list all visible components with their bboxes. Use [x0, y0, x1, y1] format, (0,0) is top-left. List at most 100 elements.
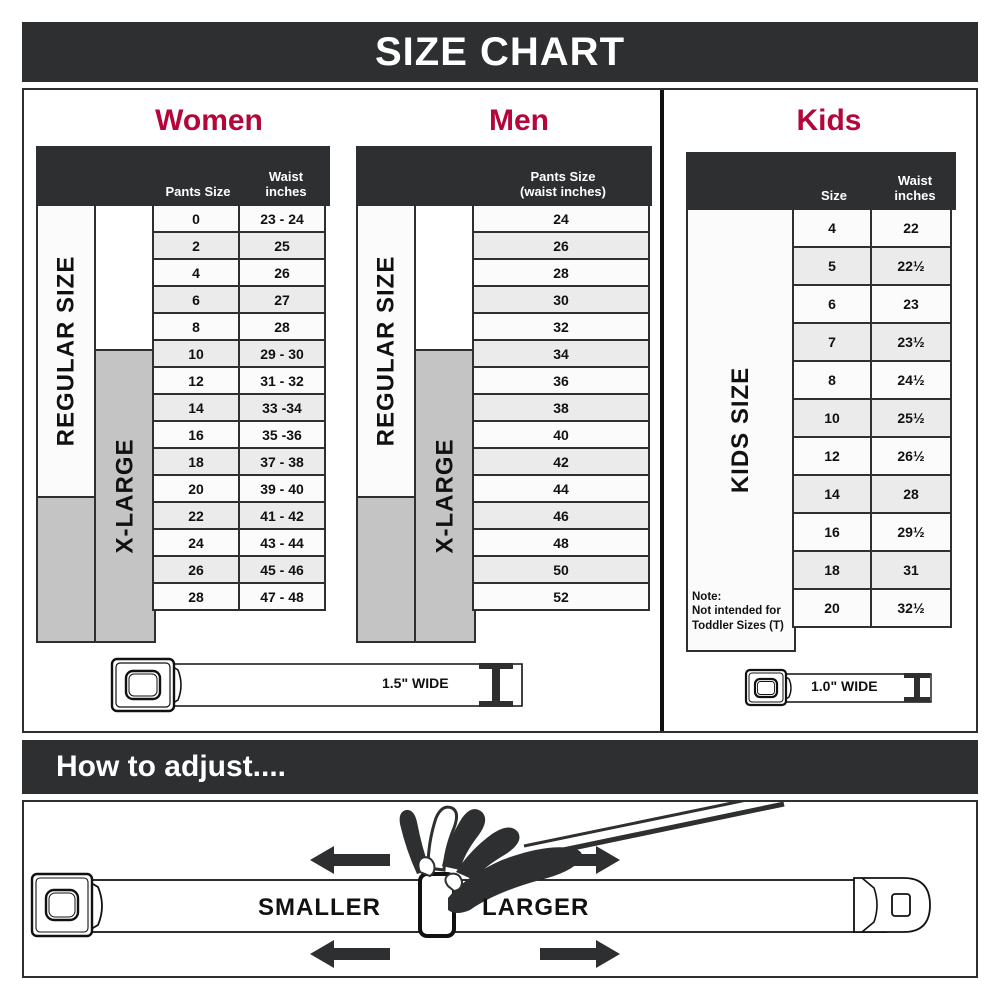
table-cell: 24: [152, 528, 240, 557]
kids-note-line: Note:: [692, 591, 722, 603]
table-header-row: Size Waist inches: [686, 152, 956, 210]
table-cell: 46: [472, 501, 650, 530]
title-bar: SIZE CHART: [22, 22, 978, 82]
table-row: 18 31: [792, 550, 956, 590]
table-cell: 7: [792, 322, 872, 362]
table-cell: 12: [152, 366, 240, 395]
vertical-label: REGULAR SIZE: [52, 255, 79, 447]
table-cell: 2: [152, 231, 240, 260]
table-cell: 44: [472, 474, 650, 503]
table-cell: 6: [152, 285, 240, 314]
table-row: 6 27: [152, 285, 330, 314]
section-heading-women: Women: [155, 104, 263, 137]
column-header-line: Pants Size: [165, 184, 231, 200]
table-row: 44: [472, 474, 652, 503]
column-header-line: Waist: [268, 169, 304, 185]
table-cell: 38: [472, 393, 650, 422]
table-cell: 23: [870, 284, 952, 324]
table-cell: 50: [472, 555, 650, 584]
table-cell: 31 - 32: [238, 366, 326, 395]
table-row: 46: [472, 501, 652, 530]
table-row: 20 32½: [792, 588, 956, 628]
table-header-row: Pants Size (waist inches): [356, 146, 652, 206]
table-cell: 28: [238, 312, 326, 341]
vertical-label: X-LARGE: [111, 438, 138, 554]
table-row: 42: [472, 447, 652, 476]
table-cell: 28: [152, 582, 240, 611]
kids-size-table: Size Waist inches 4 22 5 22½ 6 23 7 23½ 8 24½ 10 25½ 12…: [686, 152, 956, 652]
table-cell: 36: [472, 366, 650, 395]
table-row: 28 47 - 48: [152, 582, 330, 611]
table-row: 34: [472, 339, 652, 368]
table-cell: 14: [792, 474, 872, 514]
table-cell: 48: [472, 528, 650, 557]
column-header-line: Waist: [897, 173, 933, 189]
table-cell: 8: [792, 360, 872, 400]
table-cell: 37 - 38: [238, 447, 326, 476]
table-row: 12 26½: [792, 436, 956, 476]
how-to-adjust-heading: How to adjust....: [56, 750, 286, 783]
table-cell: 20: [152, 474, 240, 503]
women-xlarge-block: X-LARGE: [94, 349, 156, 643]
table-cell: 4: [792, 208, 872, 248]
table-cell: 8: [152, 312, 240, 341]
table-row: 48: [472, 528, 652, 557]
table-row: 38: [472, 393, 652, 422]
table-cell: 23 - 24: [238, 204, 326, 233]
table-row: 26: [472, 231, 652, 260]
column-header-line: inches: [894, 188, 936, 204]
table-row: 26 45 - 46: [152, 555, 330, 584]
column-header: Pants Size: [154, 184, 242, 206]
table-cell: 22: [152, 501, 240, 530]
table-header-row: Pants Size Waist inches: [36, 146, 330, 206]
table-cell: 12: [792, 436, 872, 476]
table-cell: 25: [238, 231, 326, 260]
kids-size-block: KIDS SIZE: [686, 208, 796, 652]
column-header: Waist inches: [242, 169, 330, 206]
table-cell: 26: [238, 258, 326, 287]
table-body: 0 23 - 24 2 25 4 26 6 27 8 28 10 29 - 30 12 31 - 32 14…: [152, 204, 330, 611]
column-header: Waist inches: [874, 173, 956, 210]
table-row: 16 35 -36: [152, 420, 330, 449]
table-cell: 24½: [870, 360, 952, 400]
table-cell: 14: [152, 393, 240, 422]
table-cell: 26: [152, 555, 240, 584]
vertical-label: X-LARGE: [431, 438, 458, 554]
table-row: 4 22: [792, 208, 956, 248]
adult-belt-width-label: 1.5" WIDE: [382, 675, 449, 691]
kids-note: Note: Not intended for Toddler Sizes (T): [692, 590, 784, 633]
vertical-label: KIDS SIZE: [727, 366, 755, 494]
table-cell: 43 - 44: [238, 528, 326, 557]
men-regular-block: REGULAR SIZE: [356, 204, 416, 498]
table-cell: 28: [870, 474, 952, 514]
table-cell: 27: [238, 285, 326, 314]
table-cell: 42: [472, 447, 650, 476]
table-cell: 45 - 46: [238, 555, 326, 584]
table-cell: 22½: [870, 246, 952, 286]
table-cell: 16: [792, 512, 872, 552]
table-cell: 30: [472, 285, 650, 314]
table-row: 10 29 - 30: [152, 339, 330, 368]
column-header: Pants Size (waist inches): [474, 169, 652, 206]
women-size-table: Pants Size Waist inches 0 23 - 24 2 25 4 26 6 27 8 2…: [36, 146, 330, 643]
table-cell: 22: [870, 208, 952, 248]
table-row: 12 31 - 32: [152, 366, 330, 395]
table-cell: 28: [472, 258, 650, 287]
adjust-belt-svg: [30, 794, 931, 968]
smaller-label: SMALLER: [258, 894, 381, 921]
table-cell: 32½: [870, 588, 952, 628]
table-row: 0 23 - 24: [152, 204, 330, 233]
table-row: 5 22½: [792, 246, 956, 286]
table-row: 20 39 - 40: [152, 474, 330, 503]
table-cell: 0: [152, 204, 240, 233]
table-row: 36: [472, 366, 652, 395]
table-row: 30: [472, 285, 652, 314]
kids-belt-width-label: 1.0" WIDE: [811, 678, 878, 694]
table-row: 18 37 - 38: [152, 447, 330, 476]
table-cell: 4: [152, 258, 240, 287]
table-body: 24 26 28 30 32 34 36 38 40 42 44 46 48 50 52: [472, 204, 652, 611]
column-header-line: Size: [820, 188, 847, 204]
table-row: 2 25: [152, 231, 330, 260]
table-cell: 25½: [870, 398, 952, 438]
table-cell: 6: [792, 284, 872, 324]
